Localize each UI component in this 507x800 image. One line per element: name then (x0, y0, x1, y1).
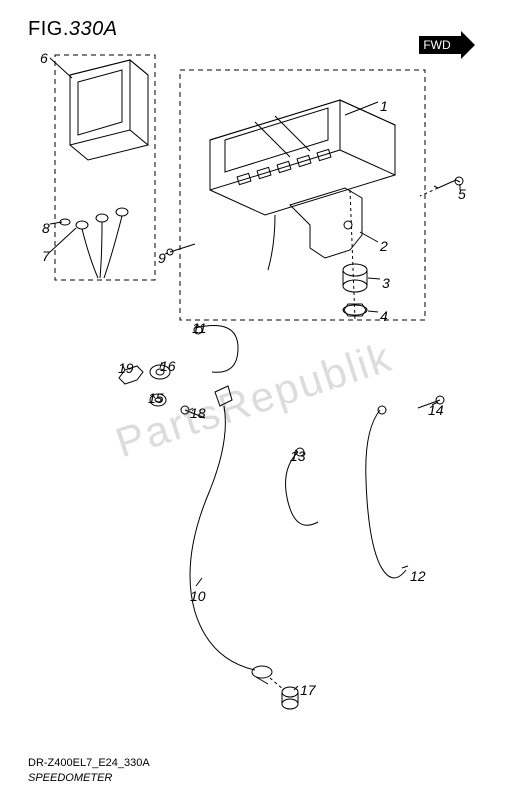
part-cable-10 (190, 386, 272, 684)
exploded-diagram (0, 0, 507, 800)
callout-19: 19 (118, 360, 134, 376)
part-screw-9 (167, 244, 195, 255)
callout-5: 5 (458, 186, 466, 202)
callout-11: 11 (192, 320, 207, 336)
footer: DR-Z400EL7_E24_330A SPEEDOMETER (28, 756, 150, 786)
callout-1: 1 (380, 98, 388, 114)
footer-title: SPEEDOMETER (28, 771, 150, 786)
callout-13: 13 (290, 448, 306, 464)
part-box-6 (70, 60, 148, 160)
callout-10: 10 (190, 588, 206, 604)
callout-12: 12 (410, 568, 426, 584)
callout-18: 18 (190, 405, 206, 421)
callout-8: 8 (42, 220, 50, 236)
part-cushion (343, 264, 367, 292)
callout-9: 9 (158, 250, 166, 266)
callout-7: 7 (42, 248, 50, 264)
footer-model: DR-Z400EL7_E24_330A (28, 756, 150, 771)
part-bolt-5 (420, 177, 463, 196)
callout-2: 2 (380, 238, 388, 254)
callout-17: 17 (300, 682, 316, 698)
part-cap-17 (282, 687, 298, 709)
callout-16: 16 (160, 358, 176, 374)
part-bracket (290, 188, 362, 258)
callout-14: 14 (428, 402, 444, 418)
callout-4: 4 (380, 308, 388, 324)
part-speedometer (210, 100, 395, 215)
callout-15: 15 (148, 390, 164, 406)
part-clamp-12 (366, 406, 406, 578)
callout-6: 6 (40, 50, 48, 66)
callout-3: 3 (382, 275, 390, 291)
part-sockets (60, 208, 128, 278)
